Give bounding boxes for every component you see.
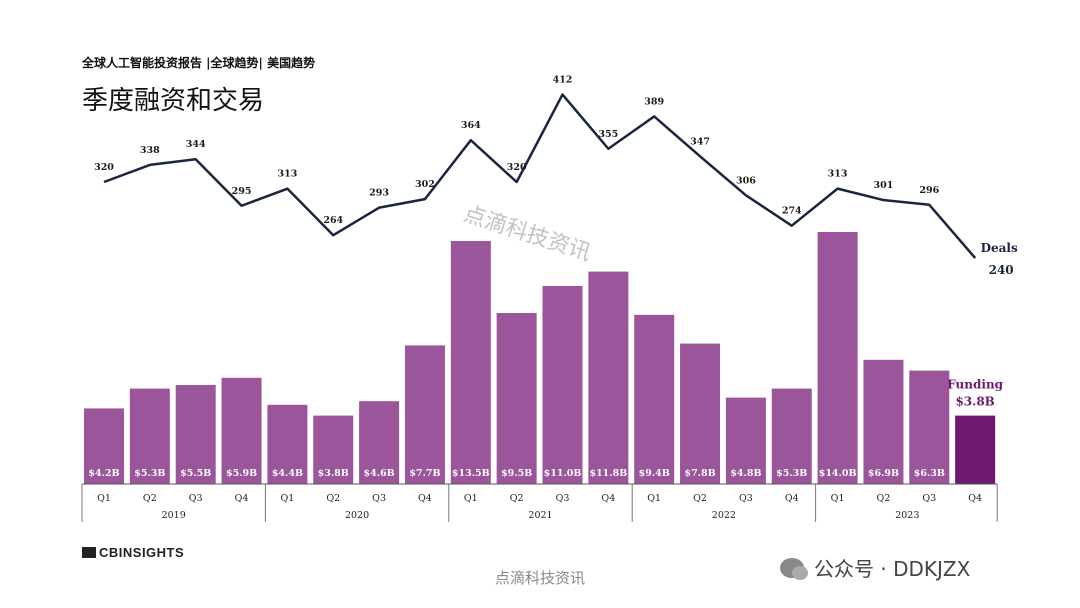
deals-label: 389 (644, 96, 664, 107)
funding-series-name: Funding (947, 378, 1003, 392)
wechat-watermark: 公众号 · DDKJZX (780, 553, 970, 582)
funding-label: $4.2B (88, 468, 119, 479)
funding-bar (771, 388, 812, 484)
year-label: 2022 (712, 510, 736, 521)
quarter-tick-label: Q4 (418, 493, 432, 504)
funding-label: $14.0B (819, 468, 857, 479)
quarter-tick-label: Q2 (143, 493, 157, 504)
funding-bar (725, 397, 766, 484)
deals-label: 274 (782, 206, 802, 217)
deals-label: 295 (232, 186, 252, 197)
funding-label: $4.8B (730, 468, 761, 479)
deals-label: 344 (186, 139, 206, 150)
funding-label: $5.9B (226, 468, 257, 479)
funding-label: $11.0B (544, 468, 582, 479)
deals-label: 338 (140, 145, 160, 156)
funding-bar (450, 241, 491, 484)
wechat-icon (780, 557, 808, 580)
funding-label: $13.5B (452, 468, 490, 479)
quarter-tick-label: Q3 (922, 493, 936, 504)
quarter-tick-label: Q2 (693, 493, 707, 504)
funding-bar (221, 377, 262, 484)
funding-bar (359, 401, 400, 484)
funding-label: $9.5B (501, 468, 532, 479)
deals-label: 313 (828, 169, 848, 180)
quarter-tick-label: Q1 (464, 493, 478, 504)
funding-bar (909, 370, 950, 484)
funding-bar (496, 313, 537, 484)
cb-logo-icon (82, 547, 96, 558)
deals-label: 347 (690, 136, 710, 147)
funding-bar (817, 232, 858, 484)
funding-label: $5.5B (180, 468, 211, 479)
funding-label: $5.3B (776, 468, 807, 479)
quarter-tick-label: Q4 (785, 493, 799, 504)
quarter-tick-label: Q3 (189, 493, 203, 504)
footer-watermark: 点滴科技资讯 (494, 569, 585, 587)
funding-label: $7.7B (409, 468, 440, 479)
deals-line (103, 93, 977, 259)
funding-bar (542, 286, 583, 484)
funding-label: $4.6B (364, 468, 395, 479)
deals-label: 320 (94, 162, 114, 173)
quarter-tick-label: Q2 (877, 493, 891, 504)
year-label: 2021 (528, 510, 552, 521)
funding-bar (863, 359, 904, 484)
deals-label: 296 (919, 185, 939, 196)
funding-label: $6.9B (868, 468, 899, 479)
funding-bar (955, 415, 996, 484)
deals-label: 320 (507, 162, 527, 173)
funding-bar (634, 314, 675, 484)
wechat-text: 公众号 · DDKJZX (814, 557, 971, 581)
quarter-tick-label: Q3 (556, 493, 570, 504)
quarter-tick-label: Q4 (968, 493, 982, 504)
year-label: 2023 (895, 510, 919, 521)
deals-label: 313 (277, 169, 297, 180)
quarter-tick-label: Q3 (739, 493, 753, 504)
funding-bar (588, 271, 629, 484)
funding-bar (267, 404, 308, 484)
deals-label: 364 (461, 120, 481, 131)
deals-label: 293 (369, 188, 389, 199)
funding-bar (129, 388, 170, 484)
funding-label: $11.8B (589, 468, 627, 479)
brand-name: CBINSIGHTS (99, 545, 185, 560)
funding-last-value: $3.8B (955, 395, 994, 409)
page-title: 季度融资和交易 (82, 86, 265, 116)
funding-label: $5.3B (134, 468, 165, 479)
report-subtitle: 全球人工智能投资报告 |全球趋势| 美国趋势 (82, 56, 316, 70)
funding-bar (404, 345, 445, 484)
deals-label: 412 (553, 75, 573, 86)
funding-bar (313, 415, 354, 484)
funding-label: $3.8B (318, 468, 349, 479)
funding-label: $9.4B (639, 468, 670, 479)
quarter-tick-label: Q1 (647, 493, 661, 504)
funding-label: $7.8B (684, 468, 715, 479)
brand-logo: CBINSIGHTS (82, 545, 184, 560)
deals-series-name: Deals (981, 241, 1018, 255)
quarter-tick-label: Q1 (831, 493, 845, 504)
quarter-tick-label: Q2 (510, 493, 524, 504)
quarter-tick-label: Q2 (326, 493, 340, 504)
funding-label: $4.4B (272, 468, 303, 479)
deals-label: 306 (736, 175, 756, 186)
deals-label: 301 (874, 180, 894, 191)
quarter-tick-label: Q4 (601, 493, 615, 504)
deals-label: 264 (323, 215, 343, 226)
deals-last-value: 240 (989, 263, 1014, 277)
funding-bar (175, 385, 216, 484)
quarter-tick-label: Q4 (235, 493, 249, 504)
year-label: 2020 (345, 510, 369, 521)
quarter-tick-label: Q3 (372, 493, 386, 504)
deals-label: 302 (415, 179, 435, 190)
funding-bar (84, 408, 124, 484)
year-label: 2019 (162, 510, 186, 521)
quarter-tick-label: Q1 (97, 493, 111, 504)
funding-bar (680, 343, 721, 484)
quarter-tick-label: Q1 (280, 493, 294, 504)
funding-label: $6.3B (914, 468, 945, 479)
deals-label: 355 (598, 129, 618, 140)
